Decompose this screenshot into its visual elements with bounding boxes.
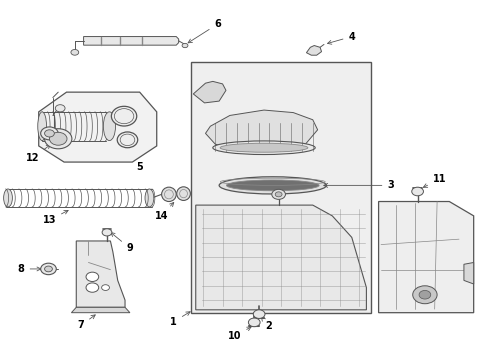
Circle shape [102, 229, 112, 236]
Ellipse shape [212, 141, 315, 154]
Circle shape [102, 285, 109, 291]
Circle shape [41, 127, 58, 140]
Polygon shape [76, 241, 125, 307]
Circle shape [55, 105, 65, 112]
Text: 4: 4 [327, 32, 354, 44]
Circle shape [71, 49, 79, 55]
Polygon shape [306, 45, 321, 55]
Text: 1: 1 [170, 312, 190, 327]
Circle shape [86, 283, 99, 292]
Ellipse shape [117, 132, 138, 148]
Text: 7: 7 [78, 315, 95, 330]
Polygon shape [195, 205, 366, 310]
Polygon shape [205, 110, 317, 152]
Circle shape [248, 318, 260, 327]
Polygon shape [463, 262, 473, 284]
Circle shape [182, 43, 187, 48]
Circle shape [418, 291, 430, 299]
Circle shape [49, 132, 67, 145]
Polygon shape [83, 37, 178, 45]
Ellipse shape [3, 189, 12, 207]
Ellipse shape [38, 112, 46, 140]
Text: 3: 3 [323, 180, 393, 190]
Polygon shape [193, 81, 225, 103]
Circle shape [44, 266, 52, 272]
Ellipse shape [111, 106, 137, 126]
Polygon shape [190, 62, 370, 313]
Ellipse shape [219, 177, 326, 194]
Polygon shape [71, 307, 130, 313]
Circle shape [41, 263, 56, 275]
Text: 10: 10 [227, 327, 250, 341]
Text: 12: 12 [25, 145, 50, 163]
Ellipse shape [145, 189, 154, 207]
Circle shape [253, 310, 264, 319]
Circle shape [271, 189, 285, 199]
Circle shape [412, 286, 436, 304]
Polygon shape [378, 202, 473, 313]
Circle shape [44, 130, 54, 137]
Polygon shape [39, 92, 157, 162]
Circle shape [86, 272, 99, 282]
Ellipse shape [226, 180, 319, 191]
Text: 11: 11 [423, 174, 446, 187]
Ellipse shape [220, 143, 307, 152]
Text: 9: 9 [111, 233, 133, 253]
Text: 5: 5 [136, 162, 143, 172]
Circle shape [44, 129, 72, 149]
Circle shape [275, 192, 282, 197]
Text: 14: 14 [155, 202, 173, 221]
Text: 8: 8 [18, 264, 41, 274]
Ellipse shape [176, 187, 190, 201]
Ellipse shape [103, 112, 115, 140]
Text: 2: 2 [261, 316, 272, 331]
Text: 6: 6 [188, 19, 221, 43]
Ellipse shape [161, 187, 176, 202]
Text: 13: 13 [42, 210, 68, 225]
Circle shape [411, 187, 423, 196]
